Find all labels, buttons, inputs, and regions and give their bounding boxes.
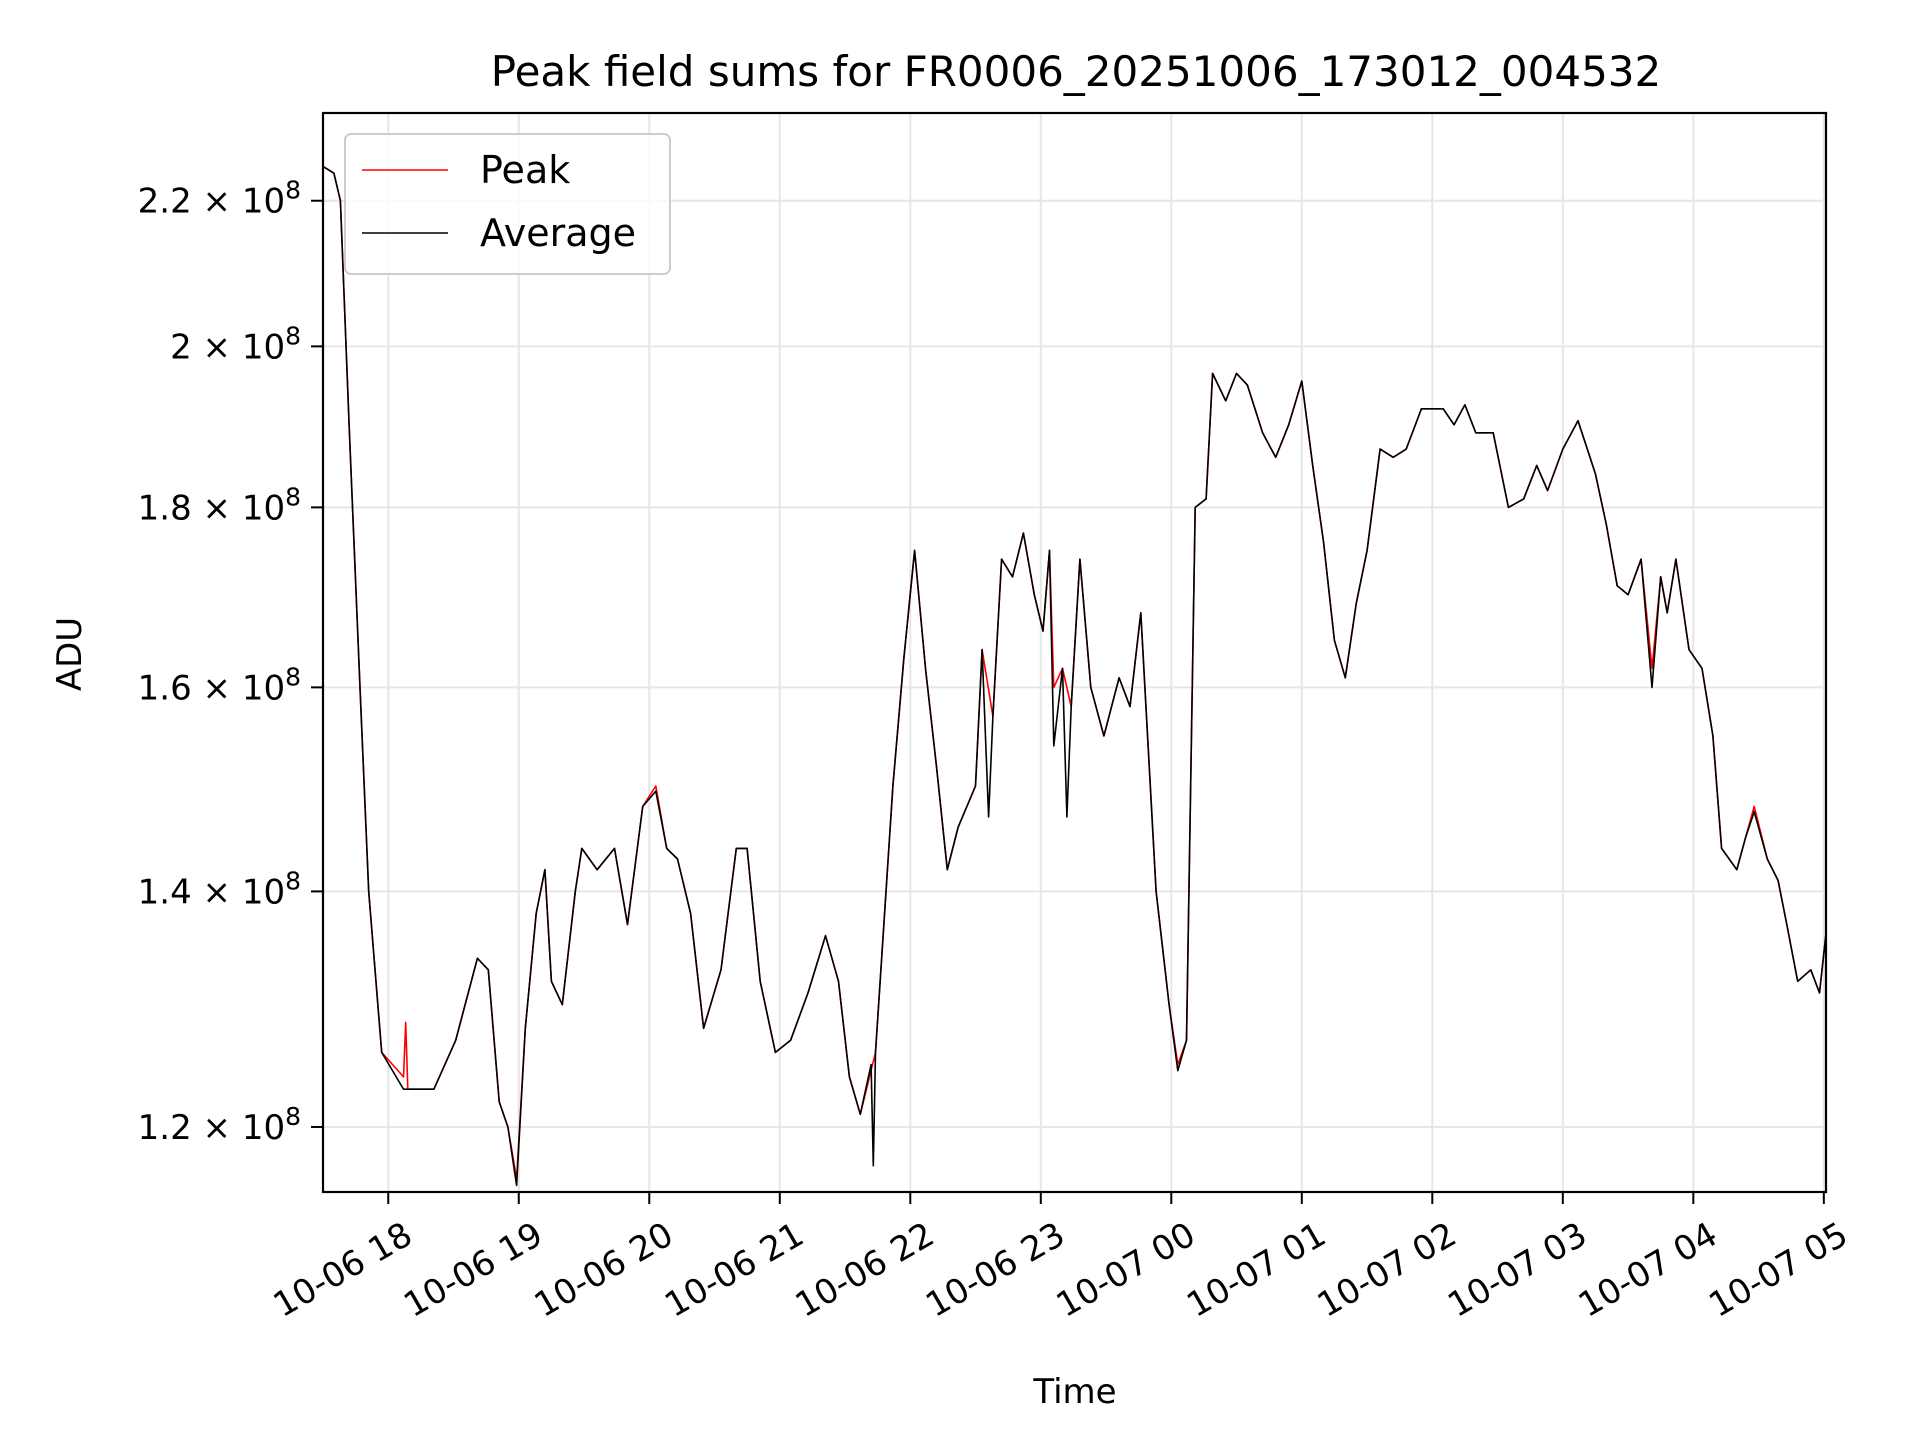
y-axis: 1.2 × 108 1.4 × 108 1.6 × 108 1.8 × 108 2 × … <box>138 176 323 1148</box>
y-tick-exponent: 8 <box>285 662 301 691</box>
y-tick-label: 1.4 × 108 <box>138 866 301 912</box>
y-tick-exponent: 8 <box>285 321 301 350</box>
y-tick-exponent: 8 <box>285 1102 301 1131</box>
legend: Peak Average <box>344 133 671 275</box>
y-tick-label: 1.2 × 108 <box>138 1102 301 1148</box>
y-axis-label: ADU <box>50 617 90 691</box>
y-tick-exponent: 8 <box>285 866 301 895</box>
y-tick-label: 1.8 × 108 <box>138 482 301 528</box>
legend-label-peak: Peak <box>480 148 570 192</box>
y-tick-exponent: 8 <box>285 176 301 205</box>
series-line-average <box>323 165 1826 1187</box>
plot-frame <box>321 111 1828 1194</box>
y-tick-label: 2.2 × 108 <box>138 176 301 222</box>
y-tick-label: 1.6 × 108 <box>138 662 301 708</box>
y-tick-label: 2 × 108 <box>170 321 301 367</box>
series-layer <box>323 165 1826 1187</box>
legend-label-average: Average <box>480 211 636 255</box>
y-tick-exponent: 8 <box>285 482 301 511</box>
x-axis-label: Time <box>1032 1372 1116 1412</box>
grid <box>323 113 1826 1192</box>
legend-box <box>344 133 671 275</box>
chart-title: Peak field sums for FR0006_20251006_1730… <box>491 47 1661 96</box>
